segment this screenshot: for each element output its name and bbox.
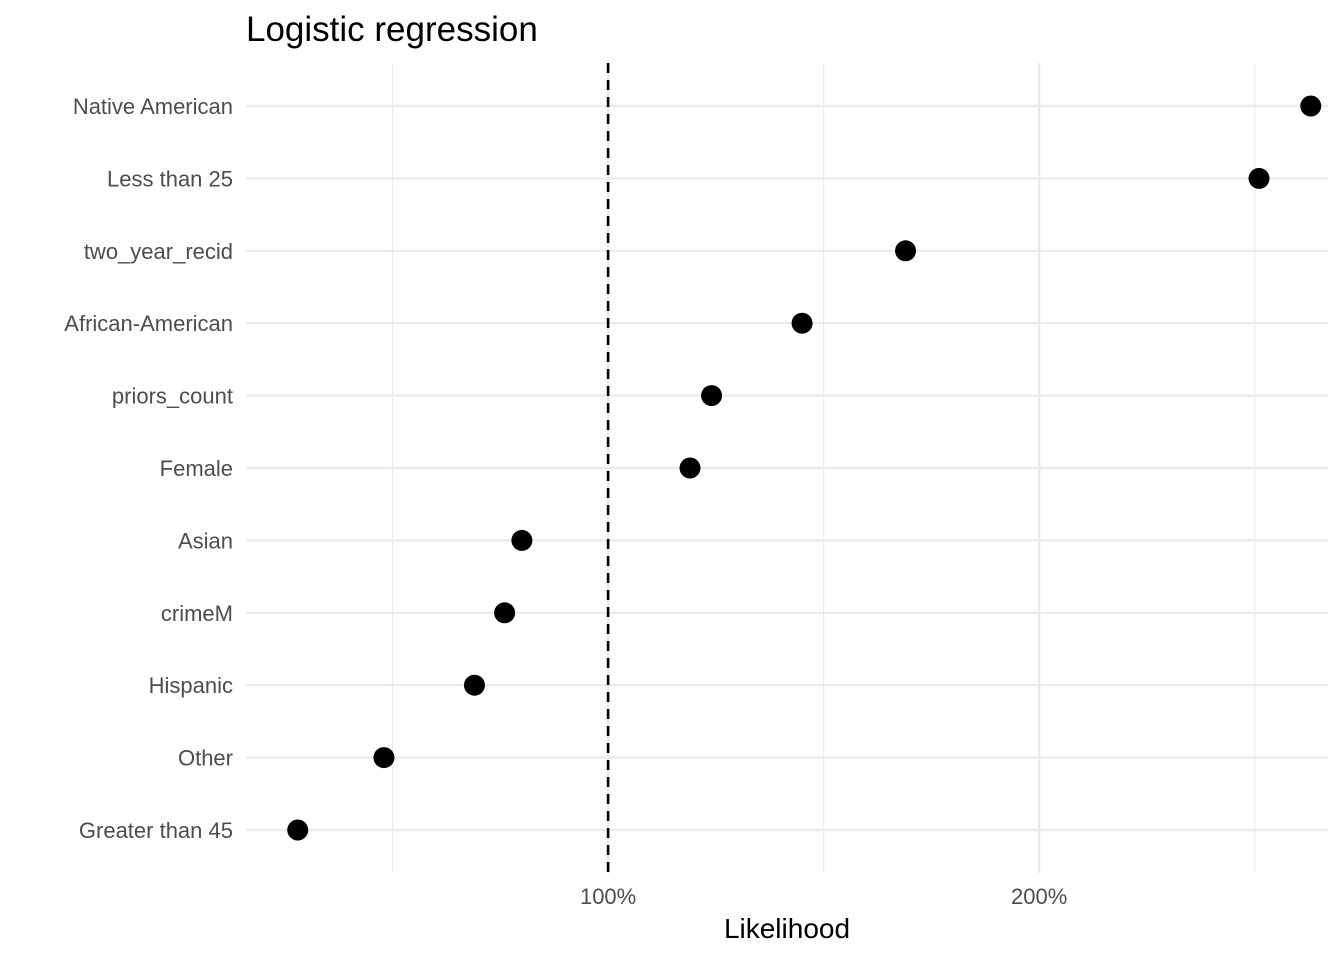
- data-point: [463, 674, 485, 696]
- category-label: Female: [160, 456, 233, 481]
- x-tick-label: 100%: [580, 884, 636, 909]
- x-axis-title: Likelihood: [724, 913, 850, 944]
- category-label: African-American: [64, 311, 233, 336]
- data-point: [511, 529, 533, 551]
- data-point: [895, 240, 917, 262]
- data-point: [1248, 167, 1270, 189]
- category-label: Native American: [73, 94, 233, 119]
- category-label: two_year_recid: [84, 239, 233, 264]
- category-label: Asian: [178, 528, 233, 553]
- x-tick-labels: 100% 200%: [580, 884, 1067, 909]
- category-label: priors_count: [112, 384, 233, 409]
- data-point: [287, 819, 309, 841]
- category-labels: Native American Less than 25 two_year_reci…: [64, 94, 233, 843]
- data-point: [494, 602, 516, 624]
- chart-title: Logistic regression: [246, 10, 538, 49]
- data-point: [373, 747, 395, 769]
- grid: [246, 63, 1328, 873]
- category-label: Hispanic: [149, 673, 233, 698]
- category-label: Greater than 45: [79, 818, 233, 843]
- data-points: [287, 95, 1322, 841]
- data-point: [791, 312, 813, 334]
- category-label: crimeM: [161, 601, 233, 626]
- x-tick-label: 200%: [1011, 884, 1067, 909]
- data-point: [679, 457, 701, 479]
- category-label: Other: [178, 746, 233, 771]
- category-label: Less than 25: [107, 166, 233, 191]
- data-point: [1300, 95, 1322, 117]
- data-point: [701, 385, 723, 407]
